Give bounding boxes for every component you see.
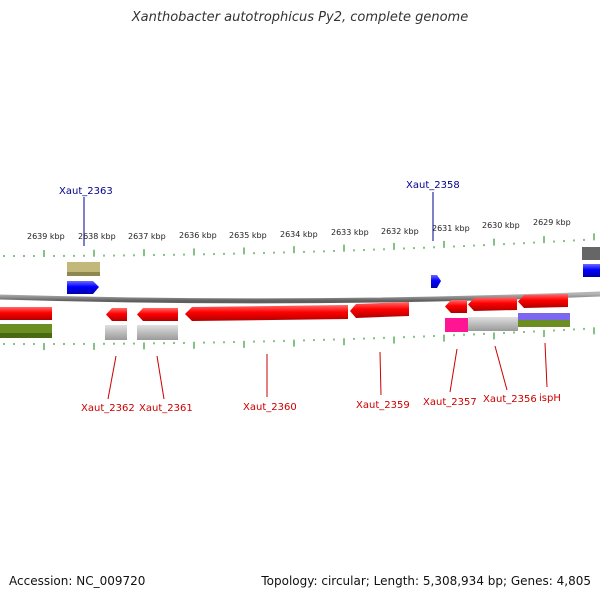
cds-arrow-xaut-2362 — [106, 308, 127, 321]
feature-block-dark-grey — [582, 247, 600, 260]
ruler-label: 2631 kbp — [432, 224, 470, 233]
feature-block-green — [518, 320, 570, 327]
ruler-label: 2639 kbp — [27, 232, 65, 241]
ruler-label: 2632 kbp — [381, 227, 419, 236]
feature-block-olive-shade — [67, 272, 100, 276]
cds-arrow-xaut-2363 — [67, 281, 99, 294]
ruler-label: 2630 kbp — [482, 221, 520, 230]
cds-arrow-xaut-2358 — [431, 275, 441, 288]
cds-arrow-isph — [518, 294, 568, 308]
gene-label-xaut-2361: Xaut_2361 — [139, 403, 193, 414]
ruler-label: 2634 kbp — [280, 230, 318, 239]
feature-block-grey — [468, 317, 518, 331]
ruler-labels: 2639 kbp 2638 kbp 2637 kbp 2636 kbp 2635… — [27, 218, 571, 241]
leader-line — [544, 342, 548, 388]
leader-line — [156, 355, 165, 400]
gene-label-xaut-2362: Xaut_2362 — [81, 403, 135, 414]
cds-arrow-xaut-2359 — [350, 302, 409, 318]
leader-line — [494, 345, 508, 391]
genome-backbone — [0, 291, 600, 304]
ruler-label: 2637 kbp — [128, 232, 166, 241]
map-title: Xanthobacter autotrophicus Py2, complete… — [131, 10, 469, 25]
top-ruler-ticks — [3, 233, 595, 258]
ruler-label: 2629 kbp — [533, 218, 571, 227]
cds-arrow-xaut-2360 — [185, 305, 348, 321]
gene-label-xaut-2363: Xaut_2363 — [59, 186, 113, 197]
cds-arrow-xaut-2357 — [445, 300, 467, 313]
accession-text: Accession: NC_009720 — [9, 574, 146, 588]
ruler-label: 2633 kbp — [331, 228, 369, 237]
gene-label-xaut-2356: Xaut_2356 — [483, 394, 537, 405]
cds-arrow-red-left-edge — [0, 307, 52, 320]
feature-block-grey — [137, 325, 178, 340]
feature-block-green-shade — [0, 333, 52, 338]
feature-block-purple — [518, 313, 570, 320]
leader-line — [379, 351, 382, 396]
bottom-ruler-ticks — [3, 327, 595, 351]
gene-label-xaut-2357: Xaut_2357 — [423, 397, 477, 408]
cds-arrow-blue-edge — [583, 264, 600, 277]
leader-line — [107, 355, 117, 400]
feature-block-grey — [105, 325, 127, 340]
cds-arrow-xaut-2361 — [137, 308, 178, 321]
cds-arrow-xaut-2356 — [468, 297, 517, 311]
gene-label-xaut-2359: Xaut_2359 — [356, 400, 410, 411]
gene-label-isph: ispH — [539, 393, 561, 404]
gene-label-xaut-2358: Xaut_2358 — [406, 180, 460, 191]
gene-label-xaut-2360: Xaut_2360 — [243, 402, 297, 413]
leader-line — [449, 348, 458, 393]
ruler-label: 2636 kbp — [179, 231, 217, 240]
genome-info-text: Topology: circular; Length: 5,308,934 bp… — [261, 574, 591, 588]
ruler-label: 2638 kbp — [78, 232, 116, 241]
ruler-label: 2635 kbp — [229, 231, 267, 240]
feature-block-magenta — [445, 318, 468, 332]
